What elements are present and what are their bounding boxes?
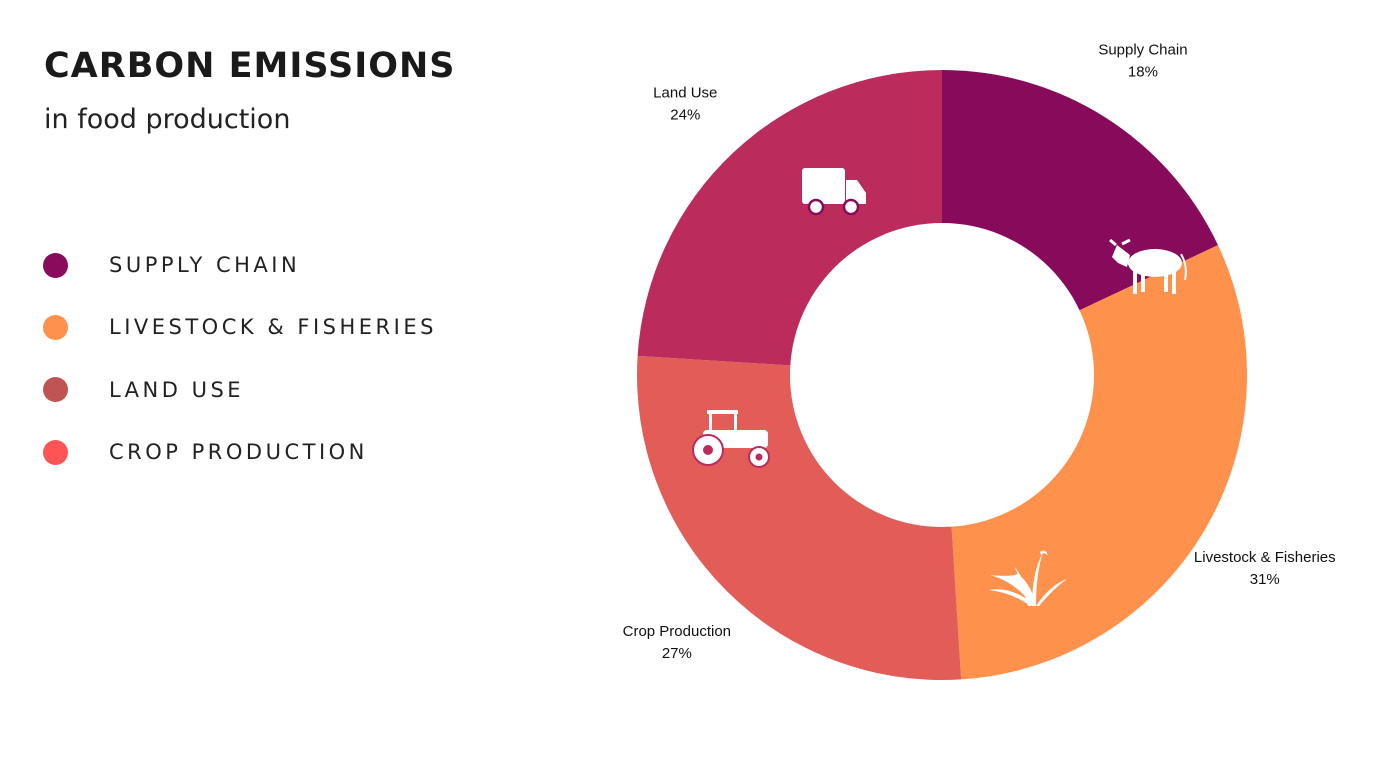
slice-value-label: 24%: [670, 107, 700, 124]
legend-item-land-use: LAND USE: [43, 359, 437, 421]
legend-label: LAND USE: [109, 377, 245, 402]
slice-name-label: Livestock & Fisheries: [1194, 549, 1336, 566]
legend: SUPPLY CHAIN LIVESTOCK & FISHERIES LAND …: [43, 234, 437, 483]
truck-icon: [802, 168, 866, 216]
legend-item-supply-chain: SUPPLY CHAIN: [43, 234, 437, 296]
slice-labels: Supply Chain 18% Livestock & Fisheries 31% C…: [623, 41, 1336, 662]
slice-value-label: 27%: [662, 645, 692, 662]
slice-name-label: Crop Production: [623, 623, 731, 640]
legend-item-livestock-fisheries: LIVESTOCK & FISHERIES: [43, 296, 437, 358]
legend-label: SUPPLY CHAIN: [109, 253, 301, 278]
legend-marker: [43, 439, 68, 465]
tractor-icon: [692, 410, 770, 468]
legend-marker: [43, 252, 68, 278]
slice-name-label: Supply Chain: [1098, 41, 1187, 58]
donut-hole: [790, 223, 1094, 527]
chart-title: CARBON EMISSIONS: [44, 46, 456, 86]
slice-value-label: 18%: [1128, 63, 1158, 80]
legend-marker: [43, 314, 68, 340]
chart-subtitle: in food production: [44, 104, 291, 135]
legend-marker: [43, 377, 68, 403]
legend-label: LIVESTOCK & FISHERIES: [109, 315, 437, 340]
legend-item-crop-production: CROP PRODUCTION: [43, 421, 437, 483]
legend-label: CROP PRODUCTION: [109, 440, 368, 465]
plant-icon: [989, 550, 1067, 606]
slice-name-label: Land Use: [653, 85, 717, 102]
slice-value-label: 31%: [1250, 571, 1280, 588]
cow-icon: [1109, 238, 1187, 294]
